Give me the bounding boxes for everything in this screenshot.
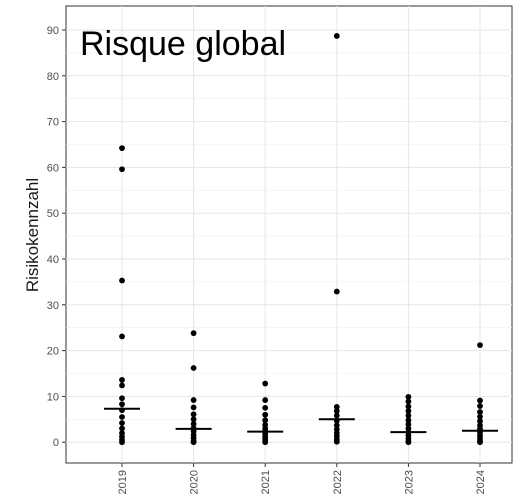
data-point bbox=[405, 393, 412, 400]
data-point bbox=[119, 425, 125, 432]
data-point bbox=[119, 420, 125, 426]
data-point bbox=[190, 411, 197, 418]
data-point bbox=[405, 408, 412, 414]
data-point bbox=[405, 398, 412, 405]
data-point bbox=[333, 412, 340, 419]
data-point bbox=[405, 412, 412, 419]
y-tick-label: 90 bbox=[47, 25, 59, 37]
data-point bbox=[262, 439, 269, 446]
data-point bbox=[119, 166, 125, 173]
y-tick-label: 80 bbox=[47, 71, 59, 83]
y-tick-label: 0 bbox=[53, 437, 59, 449]
data-point bbox=[477, 418, 483, 425]
data-point bbox=[405, 403, 412, 410]
data-point bbox=[190, 397, 197, 403]
data-point bbox=[119, 395, 125, 402]
data-point bbox=[119, 382, 125, 389]
data-point bbox=[405, 417, 412, 424]
data-point bbox=[119, 277, 125, 284]
data-point bbox=[119, 145, 125, 152]
data-point bbox=[333, 422, 340, 429]
data-point bbox=[119, 401, 125, 408]
y-tick-label: 70 bbox=[47, 117, 59, 129]
data-point bbox=[477, 342, 483, 349]
data-point bbox=[190, 330, 197, 337]
chart-title: Risque global bbox=[80, 25, 286, 63]
x-tick-label: 2020 bbox=[189, 470, 201, 494]
x-tick-label: 2021 bbox=[260, 470, 272, 494]
x-tick-label: 2023 bbox=[403, 470, 415, 494]
data-point bbox=[190, 365, 197, 371]
data-point bbox=[190, 404, 197, 411]
y-tick-label: 60 bbox=[47, 162, 59, 174]
data-point bbox=[333, 288, 340, 295]
data-point bbox=[119, 333, 125, 340]
x-tick-label: 2019 bbox=[117, 470, 129, 494]
data-point bbox=[477, 403, 483, 409]
data-point bbox=[262, 397, 269, 403]
y-tick-label: 20 bbox=[47, 346, 59, 358]
data-point bbox=[119, 414, 125, 420]
data-point bbox=[190, 416, 197, 423]
y-tick-label: 40 bbox=[47, 254, 59, 266]
data-point bbox=[333, 33, 340, 39]
x-tick-label: 2022 bbox=[332, 470, 344, 494]
data-point bbox=[262, 380, 269, 387]
data-point bbox=[262, 404, 269, 411]
data-point bbox=[119, 439, 125, 446]
data-point bbox=[262, 417, 269, 424]
y-tick-label: 50 bbox=[47, 208, 59, 220]
data-point bbox=[119, 377, 125, 383]
y-axis: 0 10 20 30 40 50 60 70 80 90 bbox=[47, 25, 66, 449]
y-tick-label: 10 bbox=[47, 391, 59, 403]
data-point bbox=[262, 411, 269, 418]
data-point bbox=[477, 439, 483, 446]
data-point bbox=[333, 438, 340, 445]
y-axis-label: Risikokennzahl bbox=[23, 178, 42, 292]
x-axis: 2019 2020 2021 2022 2023 2024 bbox=[117, 463, 487, 494]
data-point bbox=[477, 409, 483, 415]
data-point bbox=[405, 421, 412, 428]
data-point bbox=[190, 420, 197, 427]
data-point bbox=[477, 413, 483, 420]
median-markers bbox=[104, 407, 498, 434]
y-tick-label: 30 bbox=[47, 300, 59, 312]
data-point bbox=[477, 397, 483, 404]
data-point bbox=[333, 408, 340, 414]
plot-panel bbox=[65, 5, 513, 464]
data-point bbox=[405, 439, 412, 446]
data-point bbox=[190, 439, 197, 446]
x-tick-label: 2024 bbox=[475, 470, 487, 494]
data-point bbox=[333, 404, 340, 410]
grid bbox=[66, 6, 512, 463]
